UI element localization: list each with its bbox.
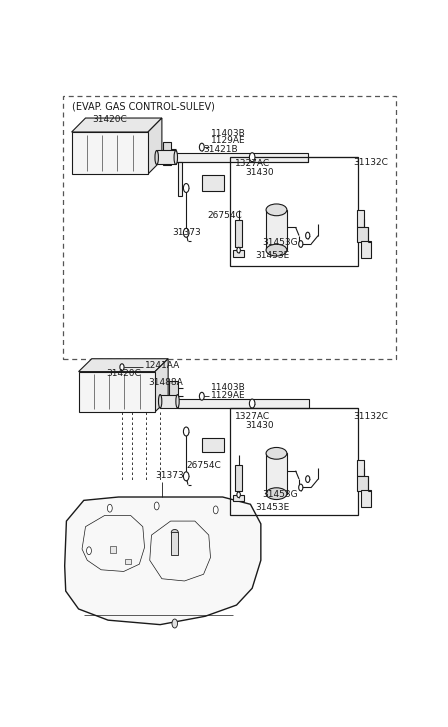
Bar <box>235 220 242 246</box>
Text: 31421B: 31421B <box>203 145 238 154</box>
Ellipse shape <box>266 244 287 256</box>
Text: (EVAP. GAS CONTROL-SULEV): (EVAP. GAS CONTROL-SULEV) <box>72 101 215 111</box>
Circle shape <box>172 619 177 628</box>
Ellipse shape <box>176 395 179 408</box>
Bar <box>358 475 369 491</box>
Bar <box>171 532 178 555</box>
Bar <box>235 465 242 491</box>
Circle shape <box>306 232 310 239</box>
Bar <box>110 546 116 553</box>
Bar <box>177 399 310 408</box>
Bar <box>163 142 171 165</box>
Text: 26754C: 26754C <box>186 461 221 470</box>
Circle shape <box>183 228 189 237</box>
Polygon shape <box>155 358 168 412</box>
Bar <box>361 490 370 507</box>
Text: 31453G: 31453G <box>263 490 298 499</box>
Ellipse shape <box>155 150 159 164</box>
Circle shape <box>299 484 303 491</box>
Bar <box>63 96 396 358</box>
Bar <box>125 558 131 564</box>
Bar <box>177 161 182 196</box>
Bar <box>230 408 358 515</box>
Text: 31373: 31373 <box>155 471 184 481</box>
Circle shape <box>299 241 303 247</box>
Text: 1241AA: 1241AA <box>145 361 180 371</box>
Bar <box>358 227 369 242</box>
Text: 31488A: 31488A <box>148 378 183 387</box>
Text: 11403B: 11403B <box>211 129 245 137</box>
Circle shape <box>306 475 310 483</box>
Bar <box>266 210 287 250</box>
Text: 31132C: 31132C <box>353 412 388 422</box>
Polygon shape <box>78 358 168 371</box>
Text: 31132C: 31132C <box>353 158 388 167</box>
Text: 31430: 31430 <box>245 421 273 430</box>
Circle shape <box>250 153 255 161</box>
Ellipse shape <box>266 447 287 459</box>
Circle shape <box>199 143 204 151</box>
Circle shape <box>86 547 91 555</box>
Bar <box>230 157 358 266</box>
Circle shape <box>183 472 189 481</box>
Text: 31453G: 31453G <box>263 238 298 246</box>
Polygon shape <box>72 118 162 132</box>
Bar <box>361 241 370 258</box>
Circle shape <box>183 427 189 436</box>
Ellipse shape <box>159 395 162 408</box>
Bar <box>233 495 244 502</box>
Bar <box>169 381 177 403</box>
Text: 31430: 31430 <box>245 168 273 177</box>
Bar <box>358 210 364 228</box>
Text: 1129AE: 1129AE <box>211 137 245 145</box>
Bar <box>160 395 177 408</box>
Circle shape <box>199 393 204 400</box>
PathPatch shape <box>65 497 261 624</box>
Bar <box>72 132 148 174</box>
Circle shape <box>237 492 241 497</box>
Bar <box>202 175 224 190</box>
Bar <box>233 250 244 257</box>
Text: 31373: 31373 <box>172 228 201 237</box>
Ellipse shape <box>266 488 287 499</box>
Bar <box>358 459 364 476</box>
Bar <box>266 454 287 494</box>
Text: 31420C: 31420C <box>106 369 141 378</box>
Text: 1129AE: 1129AE <box>211 391 245 400</box>
Text: 11403B: 11403B <box>211 383 245 393</box>
Circle shape <box>183 183 189 193</box>
Circle shape <box>237 247 241 253</box>
Ellipse shape <box>171 529 178 535</box>
Circle shape <box>154 502 159 510</box>
Circle shape <box>213 506 218 514</box>
Bar <box>78 371 155 412</box>
Text: 26754C: 26754C <box>207 212 242 220</box>
Bar <box>176 153 308 161</box>
Text: 31420C: 31420C <box>92 115 127 124</box>
Circle shape <box>120 364 124 371</box>
Bar <box>202 438 224 452</box>
Circle shape <box>250 399 255 408</box>
Text: 1327AC: 1327AC <box>235 159 270 169</box>
Text: 1327AC: 1327AC <box>235 412 270 422</box>
Text: 31453E: 31453E <box>256 251 290 260</box>
Text: 31453E: 31453E <box>256 502 290 512</box>
Circle shape <box>108 505 112 512</box>
Bar <box>157 150 176 164</box>
Ellipse shape <box>266 204 287 216</box>
Ellipse shape <box>174 150 177 164</box>
Polygon shape <box>148 118 162 174</box>
